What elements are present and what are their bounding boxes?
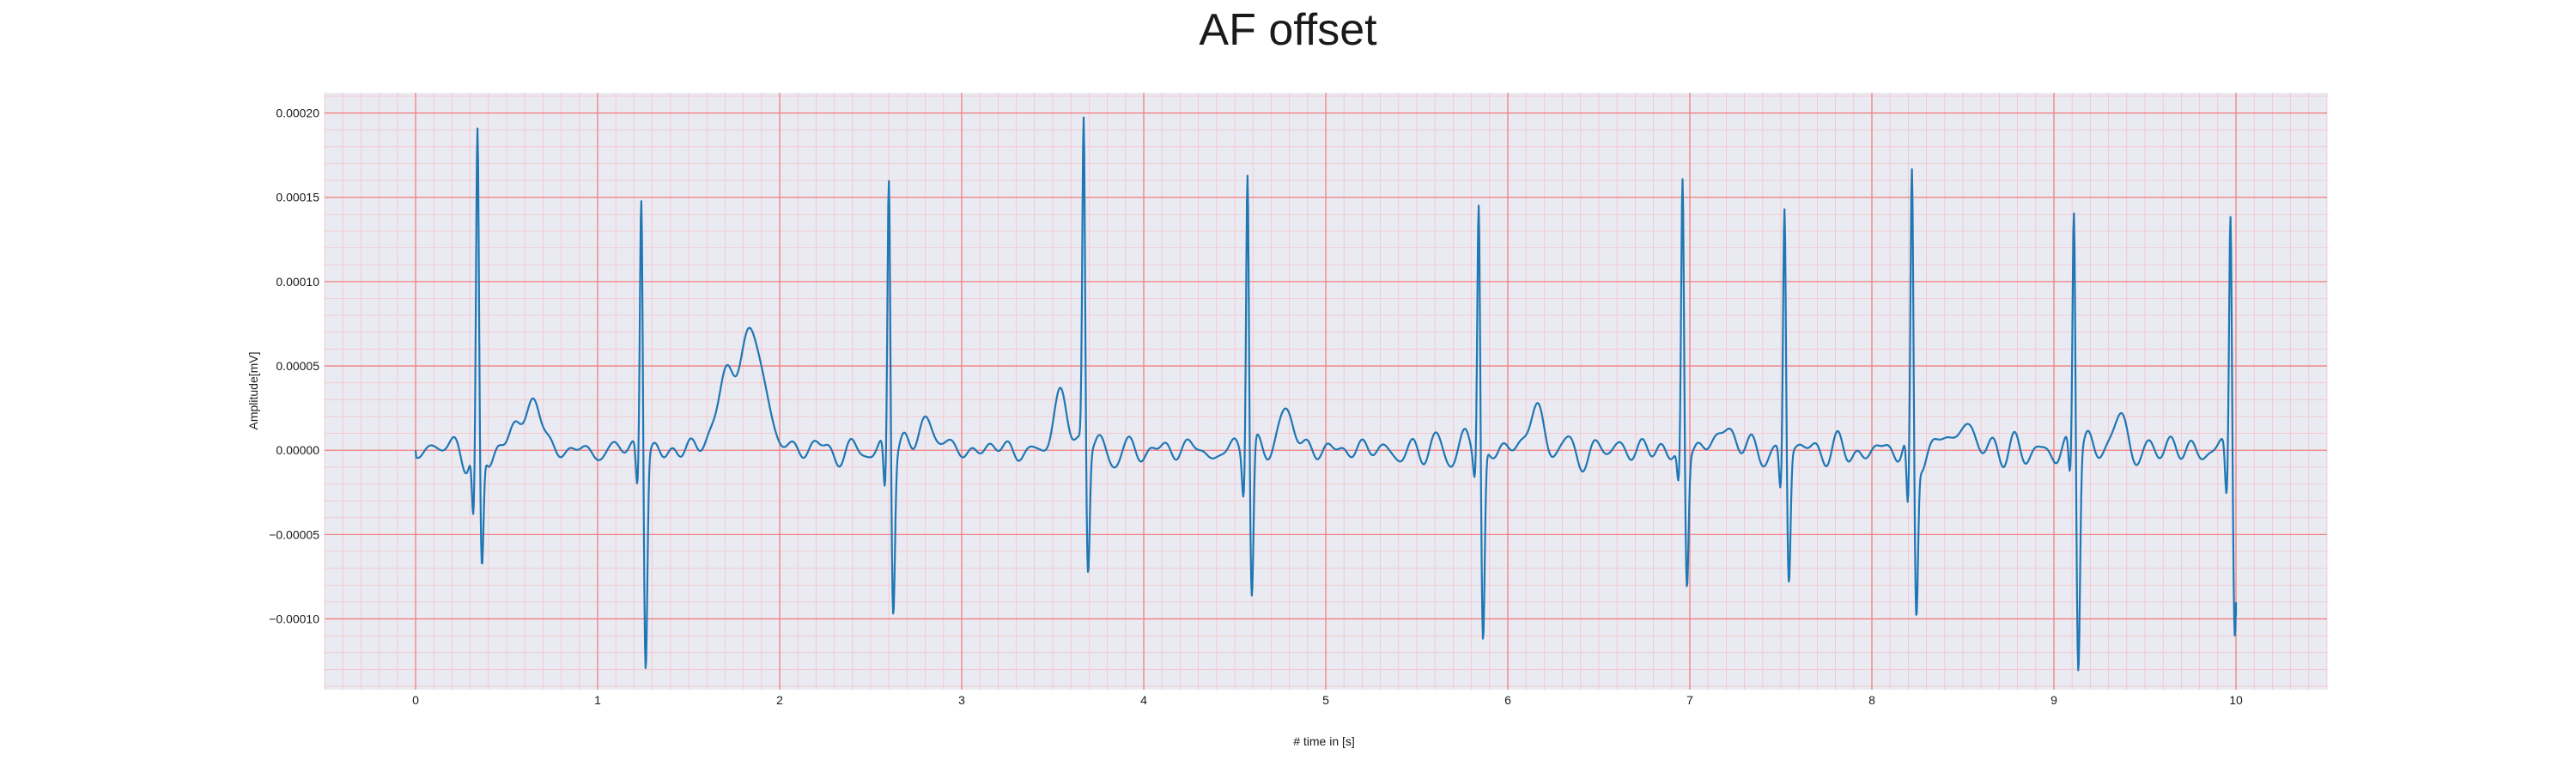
x-tick-label: 2 bbox=[776, 693, 783, 707]
plot-area bbox=[324, 93, 2328, 690]
y-tick-label: −0.00005 bbox=[269, 527, 319, 541]
y-tick-label: 0.00000 bbox=[276, 443, 319, 457]
x-tick-label: 0 bbox=[412, 693, 419, 707]
x-tick-label: 1 bbox=[594, 693, 601, 707]
x-axis-label: # time in [s] bbox=[1293, 734, 1355, 748]
x-tick-label: 7 bbox=[1686, 693, 1693, 707]
x-tick-label: 9 bbox=[2050, 693, 2057, 707]
y-tick-label: 0.00010 bbox=[276, 275, 319, 289]
x-tick-label: 5 bbox=[1322, 693, 1329, 707]
y-tick-label: 0.00020 bbox=[276, 107, 319, 120]
ecg-series-line bbox=[414, 116, 2238, 672]
x-tick-label: 8 bbox=[1868, 693, 1875, 707]
y-tick-label: 0.00005 bbox=[276, 359, 319, 373]
y-tick-label: 0.00015 bbox=[276, 191, 319, 204]
axis-ticks: 0 1 2 3 4 5 6 7 8 9 10 −0.00010 −0.00005 0.00000 0.000… bbox=[269, 107, 2243, 707]
y-tick-label: −0.00010 bbox=[269, 612, 319, 626]
x-tick-label: 3 bbox=[958, 693, 965, 707]
x-tick-label: 10 bbox=[2229, 693, 2243, 707]
chart-title: AF offset bbox=[1199, 5, 1377, 55]
x-tick-label: 4 bbox=[1140, 693, 1147, 707]
y-axis-label: Amplitude[mV] bbox=[246, 351, 260, 429]
x-tick-label: 6 bbox=[1504, 693, 1511, 707]
